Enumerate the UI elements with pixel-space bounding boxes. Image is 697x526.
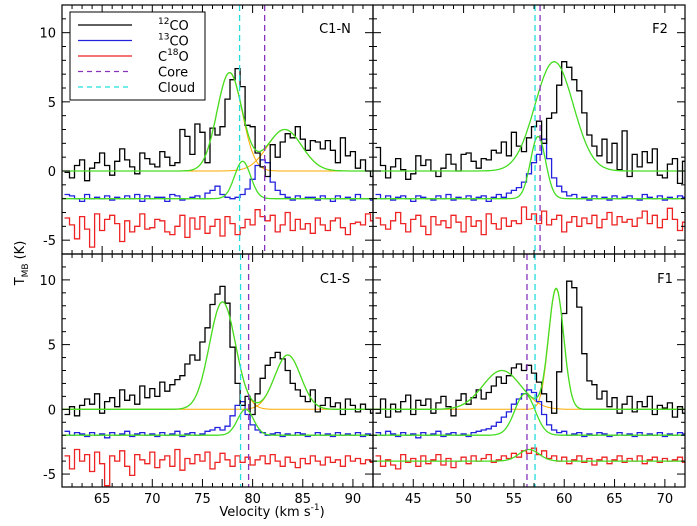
co12-spectrum — [64, 285, 373, 417]
legend-entry: Core — [78, 66, 188, 81]
co13-gaussian-fit — [62, 408, 373, 436]
panel-label: C1-S — [320, 272, 350, 287]
panel-grid: -5 0 5 10 C1-N F2 65 70 75 80 85 90 -5 0 5 10 C1-S 45 50 55… — [39, 4, 686, 507]
xlabel-sup: -1 — [311, 503, 320, 513]
y-axis-label: TMB (K) — [13, 241, 31, 287]
c18o-spectrum — [375, 206, 685, 236]
component-fit-2 — [62, 129, 373, 172]
legend-entry: 13CO — [78, 33, 189, 50]
plot-area — [62, 5, 373, 254]
x-axis-label: Velocity (km s-1) — [219, 503, 324, 520]
legend-entry: Cloud — [78, 81, 195, 96]
y-tick-label: 5 — [48, 339, 56, 354]
x-tick-label: 80 — [244, 492, 261, 507]
plot-area — [62, 254, 373, 487]
y-tick-label: -5 — [43, 234, 56, 249]
xlabel-close: ) — [320, 505, 325, 520]
c18o-gaussian-fit — [373, 448, 685, 462]
legend-label: Cloud — [158, 81, 195, 96]
x-tick-label: 60 — [556, 492, 573, 507]
co13-spectrum — [64, 159, 373, 203]
ylabel-sub: MB — [21, 263, 31, 277]
co13-spectrum — [375, 138, 685, 203]
co13-gaussian-fit — [373, 393, 685, 436]
x-tick-label: 85 — [295, 492, 312, 507]
panel-label: C1-N — [319, 22, 351, 37]
co13-gaussian-fit — [373, 135, 685, 200]
legend-label: Core — [158, 66, 188, 81]
y-tick-label: 5 — [48, 96, 56, 111]
x-tick-label: 50 — [455, 492, 472, 507]
plot-area — [373, 5, 685, 254]
panel-frame — [372, 253, 686, 488]
plot-area — [373, 254, 685, 487]
x-tick-label: 75 — [194, 492, 211, 507]
ylabel-unit: (K) — [13, 241, 28, 260]
y-tick-label: -5 — [43, 468, 56, 483]
y-tick-label: 0 — [48, 165, 56, 180]
legend-label: 12CO — [158, 17, 189, 34]
x-tick-label: 70 — [657, 492, 674, 507]
x-tick-label: 65 — [94, 492, 111, 507]
x-tick-label: 70 — [144, 492, 161, 507]
co12-gaussian-fit — [373, 287, 685, 410]
c18o-spectrum — [64, 209, 373, 248]
x-tick-label: 65 — [606, 492, 623, 507]
c18o-spectrum — [64, 448, 373, 487]
x-tick-label: 45 — [405, 492, 422, 507]
x-tick-label: 55 — [506, 492, 523, 507]
co12-spectrum — [375, 61, 685, 185]
legend-entry: C18O — [78, 48, 189, 65]
component-fit-1 — [373, 288, 685, 410]
panel-c1-n: -5 0 5 10 C1-N — [39, 4, 374, 255]
co12-spectrum — [375, 280, 685, 418]
co12-gaussian-fit — [62, 71, 373, 172]
co12-gaussian-fit — [62, 301, 373, 410]
legend-label: C18O — [158, 48, 189, 65]
panel-label: F2 — [652, 22, 668, 37]
co13-spectrum — [64, 400, 373, 439]
svg-text:TMB(K): TMB (K) — [13, 241, 31, 287]
panel-f2: F2 — [372, 4, 686, 255]
panel-frame — [372, 4, 686, 255]
co12-gaussian-fit — [373, 61, 685, 172]
y-tick-label: 10 — [39, 274, 56, 289]
panel-label: F1 — [657, 272, 673, 287]
panel-c1-s: 65 70 75 80 85 90 -5 0 5 10 C1-S — [39, 253, 374, 507]
legend-entry: 12CO — [78, 17, 189, 34]
panel-f1: 45 50 55 60 65 70 F1 — [372, 253, 686, 507]
co13-gaussian-fit — [62, 160, 373, 200]
x-tick-label: 90 — [345, 492, 362, 507]
co12-spectrum — [64, 67, 373, 182]
xlabel-main: Velocity (km s — [219, 505, 311, 520]
ylabel-main: T — [13, 277, 28, 286]
y-tick-label: 0 — [48, 403, 56, 418]
component-fit-1 — [62, 301, 373, 410]
y-tick-label: 10 — [39, 27, 56, 42]
legend-label: 13CO — [158, 33, 189, 50]
panel-frame — [61, 253, 374, 488]
c18o-spectrum — [375, 447, 685, 470]
